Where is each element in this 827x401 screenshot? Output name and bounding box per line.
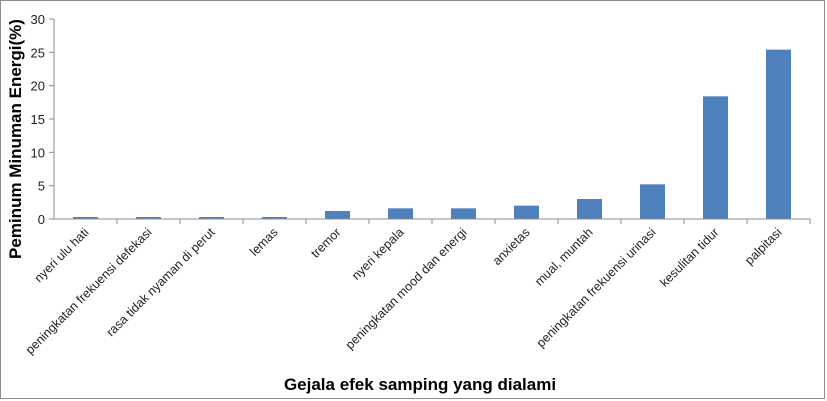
x-category-label: peningkatan frekuensi defekasi [23, 225, 155, 357]
bar [577, 199, 602, 219]
x-axis-title: Gejala efek samping yang dialami [284, 375, 556, 394]
y-tick-label: 0 [38, 212, 45, 227]
x-category-label: peningkatan frekuensi urinasi [534, 225, 659, 350]
x-category-label: palpitasi [742, 225, 784, 267]
bar [262, 217, 287, 219]
bar [388, 208, 413, 219]
bar [703, 96, 728, 219]
x-category-label: kesulitan tidur [657, 225, 721, 289]
y-tick-label: 15 [31, 112, 45, 127]
bar [136, 217, 161, 219]
bar [766, 49, 791, 219]
x-category-label: lemas [247, 225, 280, 258]
x-category-label: peningkatan mood dan energi [343, 225, 470, 352]
x-category-label: nyeri ulu hati [32, 225, 92, 285]
x-category-label: anxietas [490, 225, 533, 268]
bar [514, 205, 539, 219]
x-category-label: rasa tidak nyaman di perut [104, 225, 218, 339]
x-category-label: nyeri kepala [349, 225, 407, 283]
y-tick-label: 30 [31, 12, 45, 27]
bar [640, 184, 665, 219]
y-axis-ticks: 0 5 10 15 20 25 30 [31, 12, 54, 227]
x-category-label: tremor [308, 225, 343, 260]
y-tick-label: 20 [31, 79, 45, 94]
y-tick-label: 5 [38, 179, 45, 194]
bars-group [73, 49, 811, 224]
x-category-label: mual, muntah [532, 225, 595, 288]
y-tick-label: 25 [31, 45, 45, 60]
bar [199, 217, 224, 219]
y-axis-title: Peminum Minuman Energi(%) [6, 19, 25, 259]
bar [451, 208, 476, 219]
bar [73, 217, 98, 219]
bar [325, 211, 350, 219]
y-tick-label: 10 [31, 145, 45, 160]
